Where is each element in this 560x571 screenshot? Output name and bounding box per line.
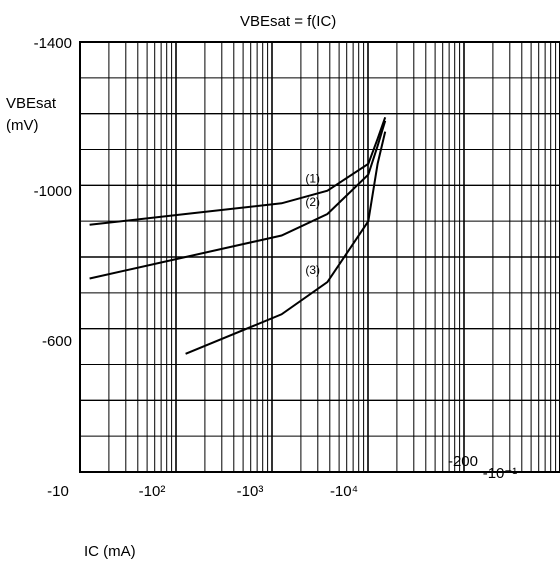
x-tick-label: -10⁴ xyxy=(330,483,358,500)
y-axis-label-line2: (mV) xyxy=(6,117,39,134)
x-tick-label: -10 xyxy=(47,483,69,500)
x-axis-label: IC (mA) xyxy=(84,543,136,560)
series-label: (1) xyxy=(305,172,320,186)
y-axis-label-line1: VBEsat xyxy=(6,95,57,112)
x-tick-label: -10⁻¹ xyxy=(483,465,518,482)
series-line xyxy=(90,117,386,225)
series-label: (3) xyxy=(305,263,320,277)
grid xyxy=(80,42,560,472)
y-tick-label: -600 xyxy=(42,333,72,350)
x-tick-label: -10² xyxy=(139,483,166,500)
x-tick-label: -10³ xyxy=(237,483,264,500)
series-line xyxy=(90,121,386,279)
chart-title: VBEsat = f(IC) xyxy=(240,13,336,30)
y-tick-label: -1400 xyxy=(34,35,72,52)
curves xyxy=(90,117,386,353)
y-tick-label: -1000 xyxy=(34,183,72,200)
series-label: (2) xyxy=(305,195,320,209)
series-line xyxy=(186,132,386,354)
y-tick-label: -200 xyxy=(448,453,478,470)
